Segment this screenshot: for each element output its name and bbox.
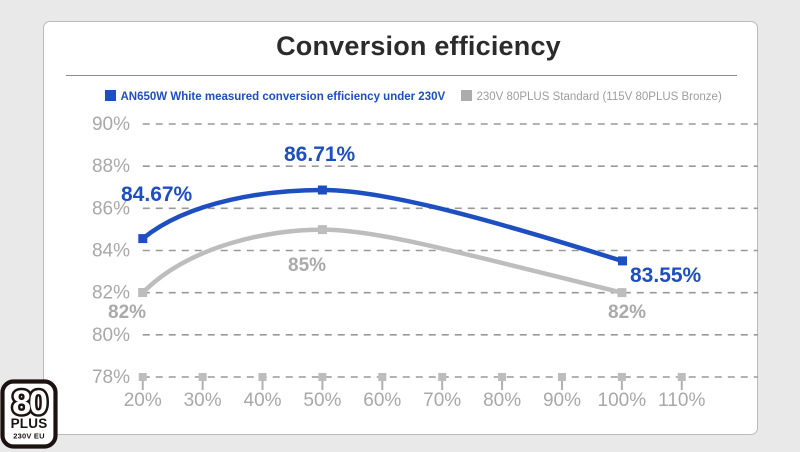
svg-text:83.55%: 83.55% <box>630 264 702 287</box>
svg-text:70%: 70% <box>423 390 461 411</box>
svg-text:78%: 78% <box>92 367 130 388</box>
svg-text:82%: 82% <box>108 302 146 323</box>
svg-text:100%: 100% <box>598 390 647 411</box>
svg-text:88%: 88% <box>92 156 130 177</box>
svg-text:20%: 20% <box>124 390 162 411</box>
svg-text:80%: 80% <box>92 325 130 346</box>
svg-text:110%: 110% <box>658 390 705 411</box>
svg-text:82%: 82% <box>92 283 130 304</box>
svg-text:60%: 60% <box>363 390 401 411</box>
svg-text:85%: 85% <box>288 255 326 276</box>
svg-text:90%: 90% <box>92 114 130 135</box>
svg-text:PLUS: PLUS <box>11 416 48 431</box>
svg-text:80%: 80% <box>483 390 521 411</box>
svg-text:30%: 30% <box>184 390 222 411</box>
svg-text:230V EU: 230V EU <box>13 432 44 441</box>
svg-text:86.71%: 86.71% <box>284 143 356 166</box>
svg-text:84.67%: 84.67% <box>121 183 193 206</box>
svg-text:50%: 50% <box>303 390 341 411</box>
svg-text:40%: 40% <box>244 390 282 411</box>
svg-text:82%: 82% <box>608 302 646 323</box>
svg-text:90%: 90% <box>543 390 581 411</box>
svg-text:84%: 84% <box>92 241 130 262</box>
